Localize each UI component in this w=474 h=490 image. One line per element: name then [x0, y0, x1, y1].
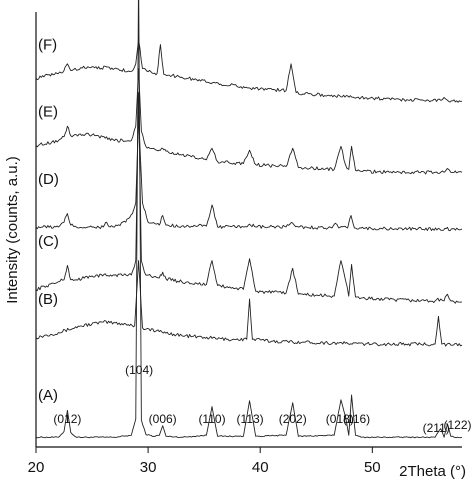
series-label: (B)	[38, 291, 58, 308]
peak-annotation: (104)	[125, 363, 153, 377]
x-ticks: 20 30 40 50	[28, 447, 381, 476]
peak-annotation: (012)	[53, 412, 81, 426]
peak-annotation: (202)	[279, 412, 307, 426]
peak-annotation: (113)	[237, 412, 264, 426]
peak-annotation: (211)	[423, 421, 450, 435]
x-tick-label: 50	[364, 459, 381, 476]
series-label: (E)	[38, 104, 58, 121]
peak-annotation: (006)	[149, 412, 177, 426]
peak-annotation: (122)	[444, 418, 472, 432]
series-line	[35, 68, 463, 175]
series-label: (A)	[38, 387, 58, 404]
series-line	[35, 92, 463, 304]
x-tick-label: 40	[252, 459, 269, 476]
series-labels: (A) (B) (C) (D) (E) (F)	[38, 36, 59, 403]
peak-annotations: (012) (104) (006) (110) (113) (202) (018)(116)…	[53, 363, 471, 435]
series-line	[35, 39, 463, 103]
series-line	[35, 260, 463, 347]
y-axis-label: Intensity (counts, a.u.)	[4, 156, 21, 304]
series-label: (F)	[38, 36, 57, 53]
series-label: (C)	[38, 233, 59, 250]
plot-area: 20 30 40 50 (A)(B)(C)(D)(E)(F) (012)(104)(0…	[28, 0, 472, 476]
x-tick-label: 20	[28, 459, 45, 476]
series-lines	[35, 0, 463, 439]
peak-annotation: (116)	[343, 412, 370, 426]
x-tick-label: 30	[140, 459, 157, 476]
x-axis-label: 2Theta (°)	[399, 463, 466, 480]
series-line	[35, 0, 463, 439]
peak-annotation: (110)	[198, 412, 225, 426]
series-label: (D)	[38, 171, 59, 188]
series-line	[35, 116, 463, 232]
peak-annotation: (018)	[326, 412, 354, 426]
